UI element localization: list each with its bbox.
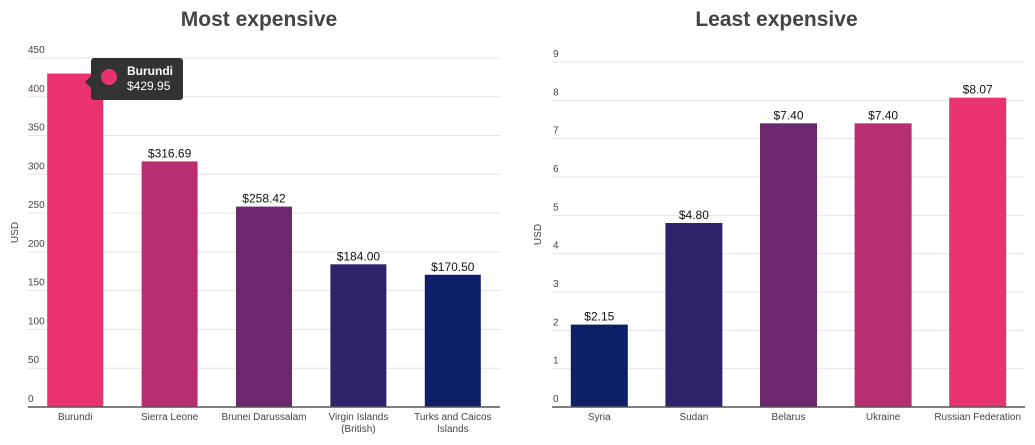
y-tick-label: 0 xyxy=(28,394,34,405)
chart-plot: 0 1 2 3 4 5 6 7 8 9 USD $2.15 Syria $4.80 Sudan $7.40 Be… xyxy=(533,49,1025,423)
y-tick-label: 200 xyxy=(28,239,45,250)
bar xyxy=(47,73,104,407)
x-tick-label: Brunei Darussalam xyxy=(221,412,306,423)
y-axis-label: USD xyxy=(533,224,544,245)
x-tick-label: Sierra Leone xyxy=(141,412,199,423)
chart-least-expensive: Least expensive 0 1 2 3 4 5 6 7 8 9 USD $2.15 Syria $… xyxy=(518,0,1035,445)
data-label: $4.80 xyxy=(679,208,709,222)
bar xyxy=(760,123,817,407)
tooltip-color-dot xyxy=(101,69,117,85)
bar xyxy=(330,264,387,407)
y-tick-label: 250 xyxy=(28,200,45,211)
y-tick-label: 3 xyxy=(553,279,559,290)
x-tick-label: Russian Federation xyxy=(934,412,1021,423)
y-tick-label: 7 xyxy=(553,126,559,137)
chart-plot: 0 50 100 150 200 250 300 350 400 450 USD Burundi $31… xyxy=(10,45,500,435)
bar xyxy=(570,324,628,407)
tooltip: Burundi $429.95 xyxy=(85,58,183,100)
y-tick-label: 8 xyxy=(553,87,559,98)
y-tick-label: 450 xyxy=(28,45,45,56)
chart-most-expensive: Most expensive 0 50 100 150 200 250 300 350 400 4… xyxy=(10,8,500,435)
x-tick-label: Islands xyxy=(437,424,469,435)
x-tick-label: Virgin Islands xyxy=(328,412,388,423)
y-tick-label: 9 xyxy=(553,49,559,60)
data-label: $316.69 xyxy=(148,146,192,160)
x-tick-label: Ukraine xyxy=(866,412,901,423)
x-tick-label: Belarus xyxy=(772,412,806,423)
tooltip-arrow xyxy=(85,76,91,88)
data-label: $7.40 xyxy=(868,108,898,122)
y-tick-label: 6 xyxy=(553,164,559,175)
x-tick-label: Sudan xyxy=(679,412,708,423)
bar xyxy=(949,97,1007,408)
data-label: $8.07 xyxy=(963,83,993,97)
data-label: $258.42 xyxy=(242,192,286,206)
data-label: $7.40 xyxy=(773,108,803,122)
x-tick-label: Turks and Caicos xyxy=(414,412,491,423)
bar xyxy=(424,274,481,407)
y-tick-label: 50 xyxy=(28,355,40,366)
y-tick-label: 2 xyxy=(553,317,559,328)
x-tick-label: (British) xyxy=(341,424,375,435)
x-tick-label: Burundi xyxy=(58,412,92,423)
chart-title: Least expensive xyxy=(695,8,858,31)
y-axis-label: USD xyxy=(10,222,21,243)
y-tick-label: 350 xyxy=(28,123,45,134)
chart-title: Most expensive xyxy=(180,8,338,31)
y-tick-label: 1 xyxy=(553,356,559,367)
y-tick-label: 4 xyxy=(553,241,559,252)
data-label: $184.00 xyxy=(337,249,381,263)
y-tick-label: 400 xyxy=(28,84,45,95)
bar xyxy=(854,123,912,407)
data-label: $2.15 xyxy=(584,310,614,324)
y-tick-label: 0 xyxy=(553,394,559,405)
bar xyxy=(141,161,198,407)
y-tick-label: 5 xyxy=(553,202,559,213)
y-tick-label: 300 xyxy=(28,161,45,172)
x-tick-label: Syria xyxy=(588,412,611,423)
bar xyxy=(665,223,723,407)
data-label: $170.50 xyxy=(431,260,475,274)
y-tick-label: 150 xyxy=(28,278,45,289)
bar xyxy=(236,206,292,407)
tooltip-category: Burundi xyxy=(127,64,173,78)
tooltip-value: $429.95 xyxy=(127,79,171,93)
y-tick-label: 100 xyxy=(28,316,45,327)
